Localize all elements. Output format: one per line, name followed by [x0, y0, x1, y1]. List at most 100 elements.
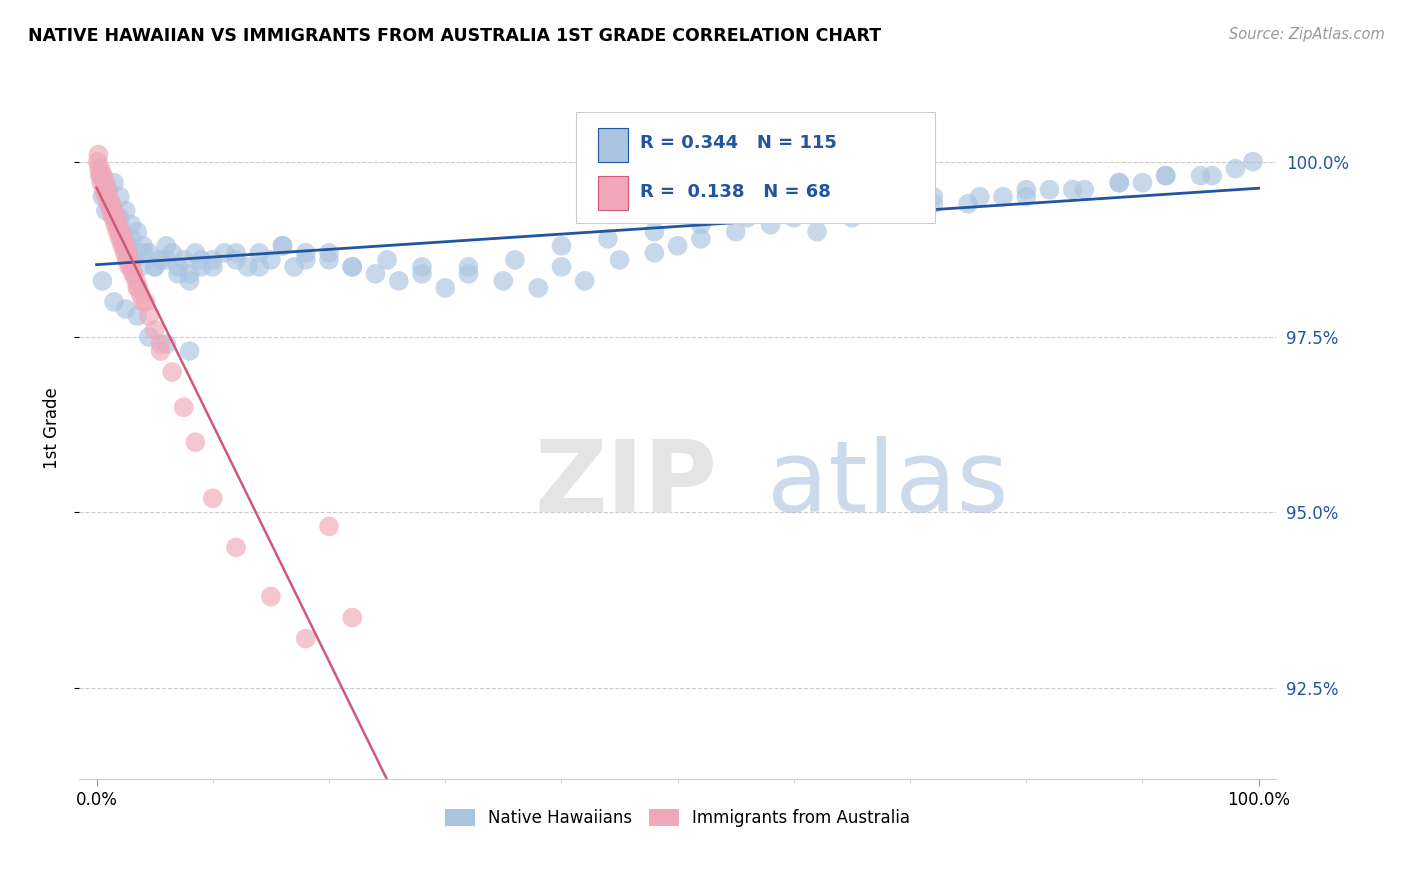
Point: [96, 183, 118, 197]
Point: [138, 330, 160, 344]
Point: [260, 590, 283, 604]
Point: [91, 190, 114, 204]
Point: [173, 400, 195, 414]
Point: [550, 239, 572, 253]
Point: [138, 309, 160, 323]
Point: [1189, 169, 1212, 183]
Point: [550, 260, 572, 274]
Point: [115, 252, 138, 267]
Point: [643, 245, 665, 260]
Text: Source: ZipAtlas.com: Source: ZipAtlas.com: [1229, 27, 1385, 42]
Point: [179, 344, 201, 359]
Point: [1108, 176, 1130, 190]
Point: [118, 260, 141, 274]
Point: [527, 281, 550, 295]
Point: [173, 252, 195, 267]
Point: [225, 252, 247, 267]
Point: [190, 260, 212, 274]
Point: [1241, 154, 1264, 169]
Point: [260, 252, 283, 267]
Point: [143, 323, 166, 337]
Point: [160, 365, 183, 379]
Point: [108, 211, 131, 225]
Point: [97, 196, 120, 211]
Point: [108, 232, 131, 246]
Point: [120, 252, 142, 267]
Point: [132, 294, 155, 309]
Point: [737, 211, 759, 225]
Point: [201, 252, 224, 267]
Point: [100, 196, 122, 211]
Point: [134, 294, 156, 309]
Point: [122, 267, 145, 281]
Point: [105, 211, 128, 225]
Point: [110, 225, 132, 239]
Point: [318, 245, 340, 260]
Point: [132, 245, 155, 260]
Point: [609, 252, 631, 267]
Point: [247, 245, 270, 260]
Point: [111, 239, 134, 253]
Point: [342, 260, 364, 274]
Point: [117, 245, 139, 260]
Point: [93, 183, 115, 197]
Point: [127, 281, 149, 295]
Point: [179, 274, 201, 288]
Point: [114, 245, 136, 260]
Point: [364, 267, 387, 281]
Point: [112, 239, 135, 253]
Point: [110, 232, 132, 246]
Point: [121, 232, 143, 246]
Point: [155, 239, 177, 253]
Legend: Native Hawaiians, Immigrants from Australia: Native Hawaiians, Immigrants from Austra…: [439, 802, 917, 834]
Point: [806, 225, 828, 239]
Point: [87, 154, 110, 169]
Point: [342, 610, 364, 624]
Point: [1015, 183, 1038, 197]
Point: [724, 225, 747, 239]
Text: ZIP: ZIP: [534, 436, 717, 533]
Point: [111, 225, 134, 239]
Point: [503, 252, 526, 267]
Point: [91, 169, 114, 183]
Point: [127, 309, 149, 323]
Point: [830, 203, 852, 218]
Point: [94, 176, 117, 190]
Point: [411, 267, 433, 281]
Point: [104, 211, 127, 225]
Point: [103, 176, 125, 190]
Point: [149, 337, 172, 351]
Point: [876, 196, 898, 211]
Point: [90, 161, 112, 176]
Point: [107, 225, 129, 239]
Point: [98, 196, 121, 211]
Point: [783, 211, 806, 225]
Point: [114, 301, 136, 316]
Point: [457, 267, 479, 281]
Point: [434, 281, 457, 295]
Point: [101, 203, 124, 218]
Point: [1073, 183, 1095, 197]
Point: [689, 218, 711, 232]
Point: [97, 190, 120, 204]
Point: [103, 203, 125, 218]
Point: [689, 232, 711, 246]
Point: [1132, 176, 1154, 190]
Point: [89, 169, 111, 183]
Point: [100, 203, 122, 218]
Point: [190, 252, 212, 267]
Point: [184, 435, 207, 450]
Point: [90, 176, 112, 190]
Point: [98, 196, 121, 211]
Point: [411, 260, 433, 274]
Point: [115, 245, 138, 260]
Point: [294, 252, 316, 267]
Point: [375, 252, 398, 267]
Point: [101, 211, 124, 225]
Point: [1154, 169, 1177, 183]
Point: [1108, 176, 1130, 190]
Point: [89, 169, 111, 183]
Text: atlas: atlas: [768, 436, 1010, 533]
Point: [121, 260, 143, 274]
Point: [94, 190, 117, 204]
